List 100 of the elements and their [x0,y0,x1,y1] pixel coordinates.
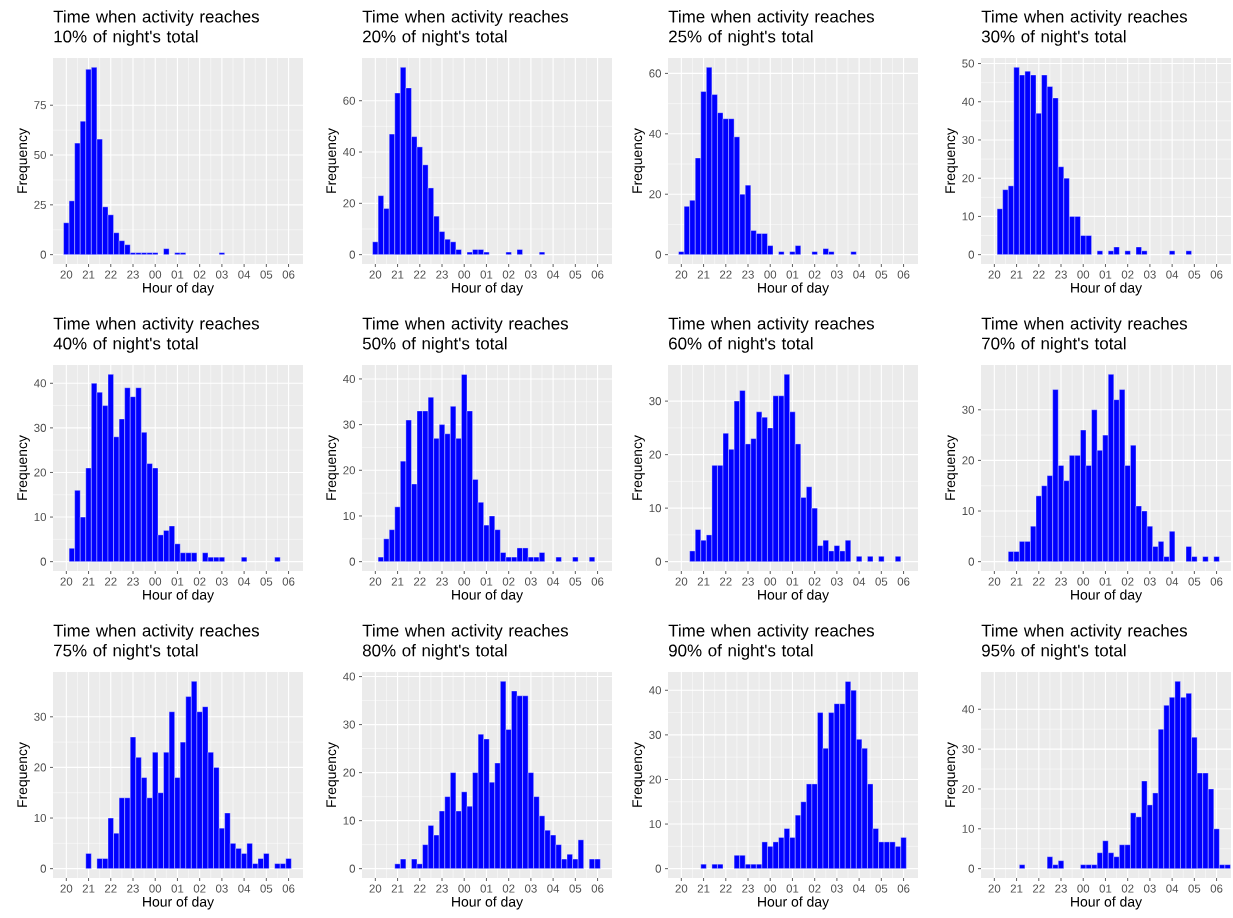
x-tick-label: 22 [719,270,732,279]
x-tick-label: 05 [875,270,888,279]
x-tick-label: 06 [1210,577,1223,586]
chart-title: Time when activity reaches 20% of night's total [362,10,568,46]
y-tick-label: 10 [343,511,356,521]
y-tick-label: 0 [655,250,662,259]
chart-title: Time when activity reaches 95% of night's total [981,624,1188,660]
x-tick-label: 20 [60,577,73,586]
y-tick-label: 30 [34,423,47,432]
x-axis-title: Hour of day [452,282,524,296]
x-axis-title: Hour of day [1071,589,1143,603]
x-tick-label: 06 [1210,270,1223,279]
x-tick-label: 23 [742,884,754,893]
y-tick-label: 0 [655,557,662,566]
y-tick-label: 40 [343,147,356,157]
x-tick-label: 01 [786,577,799,586]
y-tick-label: 10 [962,212,975,221]
x-tick-label: 06 [897,577,910,586]
y-tick-label: 10 [962,824,975,833]
y-tick-label: 0 [349,250,356,259]
x-tick-label: 21 [697,270,710,279]
x-tick-label: 05 [569,884,582,893]
x-tick-label: 02 [193,577,206,586]
x-tick-label: 23 [1055,884,1067,893]
x-axis-title: Hour of day [758,589,830,603]
y-tick-label: 40 [962,97,975,106]
y-tick-label: 40 [962,705,975,714]
y-axis-title: Frequency [632,435,645,500]
x-tick-label: 02 [502,270,515,279]
y-tick-label: 0 [655,864,662,873]
x-tick-label: 04 [547,577,560,586]
chart-title: Time when activity reaches 75% of night's total [53,624,259,660]
x-tick-label: 05 [1188,884,1201,893]
y-axis-title: Frequency [945,435,958,500]
x-tick-label: 00 [149,884,162,893]
x-tick-label: 23 [742,577,754,586]
y-tick-label: 20 [962,784,975,794]
x-tick-label: 06 [282,270,295,279]
x-tick-label: 21 [82,577,95,586]
x-tick-label: 20 [369,270,382,279]
x-tick-label: 04 [1166,884,1179,893]
x-tick-label: 22 [104,884,117,893]
x-axis-title: Hour of day [143,896,215,910]
y-tick-label: 30 [343,420,356,429]
x-tick-label: 03 [215,270,228,279]
x-tick-label: 04 [1166,270,1179,279]
y-tick-label: 20 [649,775,662,784]
x-tick-label: 06 [591,577,604,586]
x-tick-label: 00 [458,270,471,279]
x-tick-label: 20 [675,270,688,279]
x-tick-label: 03 [524,884,537,893]
y-tick-label: 60 [649,69,662,78]
y-axis-title: Frequency [945,128,958,193]
x-tick-label: 00 [458,884,471,893]
x-tick-label: 23 [436,270,448,279]
x-tick-label: 03 [1143,884,1156,893]
x-tick-label: 21 [1010,577,1023,586]
x-tick-label: 23 [436,577,448,586]
x-tick-label: 06 [897,884,910,893]
x-tick-label: 03 [215,577,228,586]
x-tick-label: 02 [808,577,821,586]
y-tick-label: 20 [343,199,356,208]
x-tick-label: 06 [282,884,295,893]
x-tick-label: 20 [60,884,73,893]
x-tick-label: 23 [742,270,754,279]
y-tick-label: 30 [649,397,662,406]
x-tick-label: 00 [149,270,162,279]
x-tick-label: 02 [193,270,206,279]
x-tick-label: 03 [830,884,843,893]
y-tick-label: 10 [34,513,47,522]
y-tick-label: 20 [649,450,662,459]
y-tick-label: 0 [40,557,47,566]
x-axis-title: Hour of day [143,589,215,603]
x-tick-label: 04 [853,884,866,893]
chart-title: Time when activity reaches 60% of night's total [668,317,874,353]
x-tick-label: 01 [171,884,184,893]
x-axis-title: Hour of day [758,896,830,910]
chart-title: Time when activity reaches 25% of night's total [668,10,874,46]
x-tick-label: 21 [82,270,95,279]
x-tick-label: 20 [369,884,382,893]
x-tick-label: 02 [502,577,515,586]
x-tick-label: 02 [502,884,515,893]
x-tick-label: 05 [875,577,888,586]
x-tick-label: 22 [413,270,426,279]
x-tick-label: 22 [719,884,732,893]
y-tick-label: 40 [343,672,356,681]
y-tick-label: 20 [649,190,662,199]
y-tick-label: 20 [962,456,975,465]
y-tick-label: 20 [34,763,47,772]
y-tick-label: 0 [349,557,356,566]
x-tick-label: 23 [127,577,139,586]
x-tick-label: 22 [104,270,117,279]
x-tick-label: 02 [808,270,821,279]
x-tick-label: 22 [413,577,426,586]
y-axis-title: Frequency [326,128,339,193]
y-tick-label: 0 [40,250,47,259]
x-tick-label: 23 [436,884,448,893]
y-tick-label: 40 [649,686,662,695]
x-tick-label: 20 [675,577,688,586]
y-tick-label: 50 [962,59,975,68]
